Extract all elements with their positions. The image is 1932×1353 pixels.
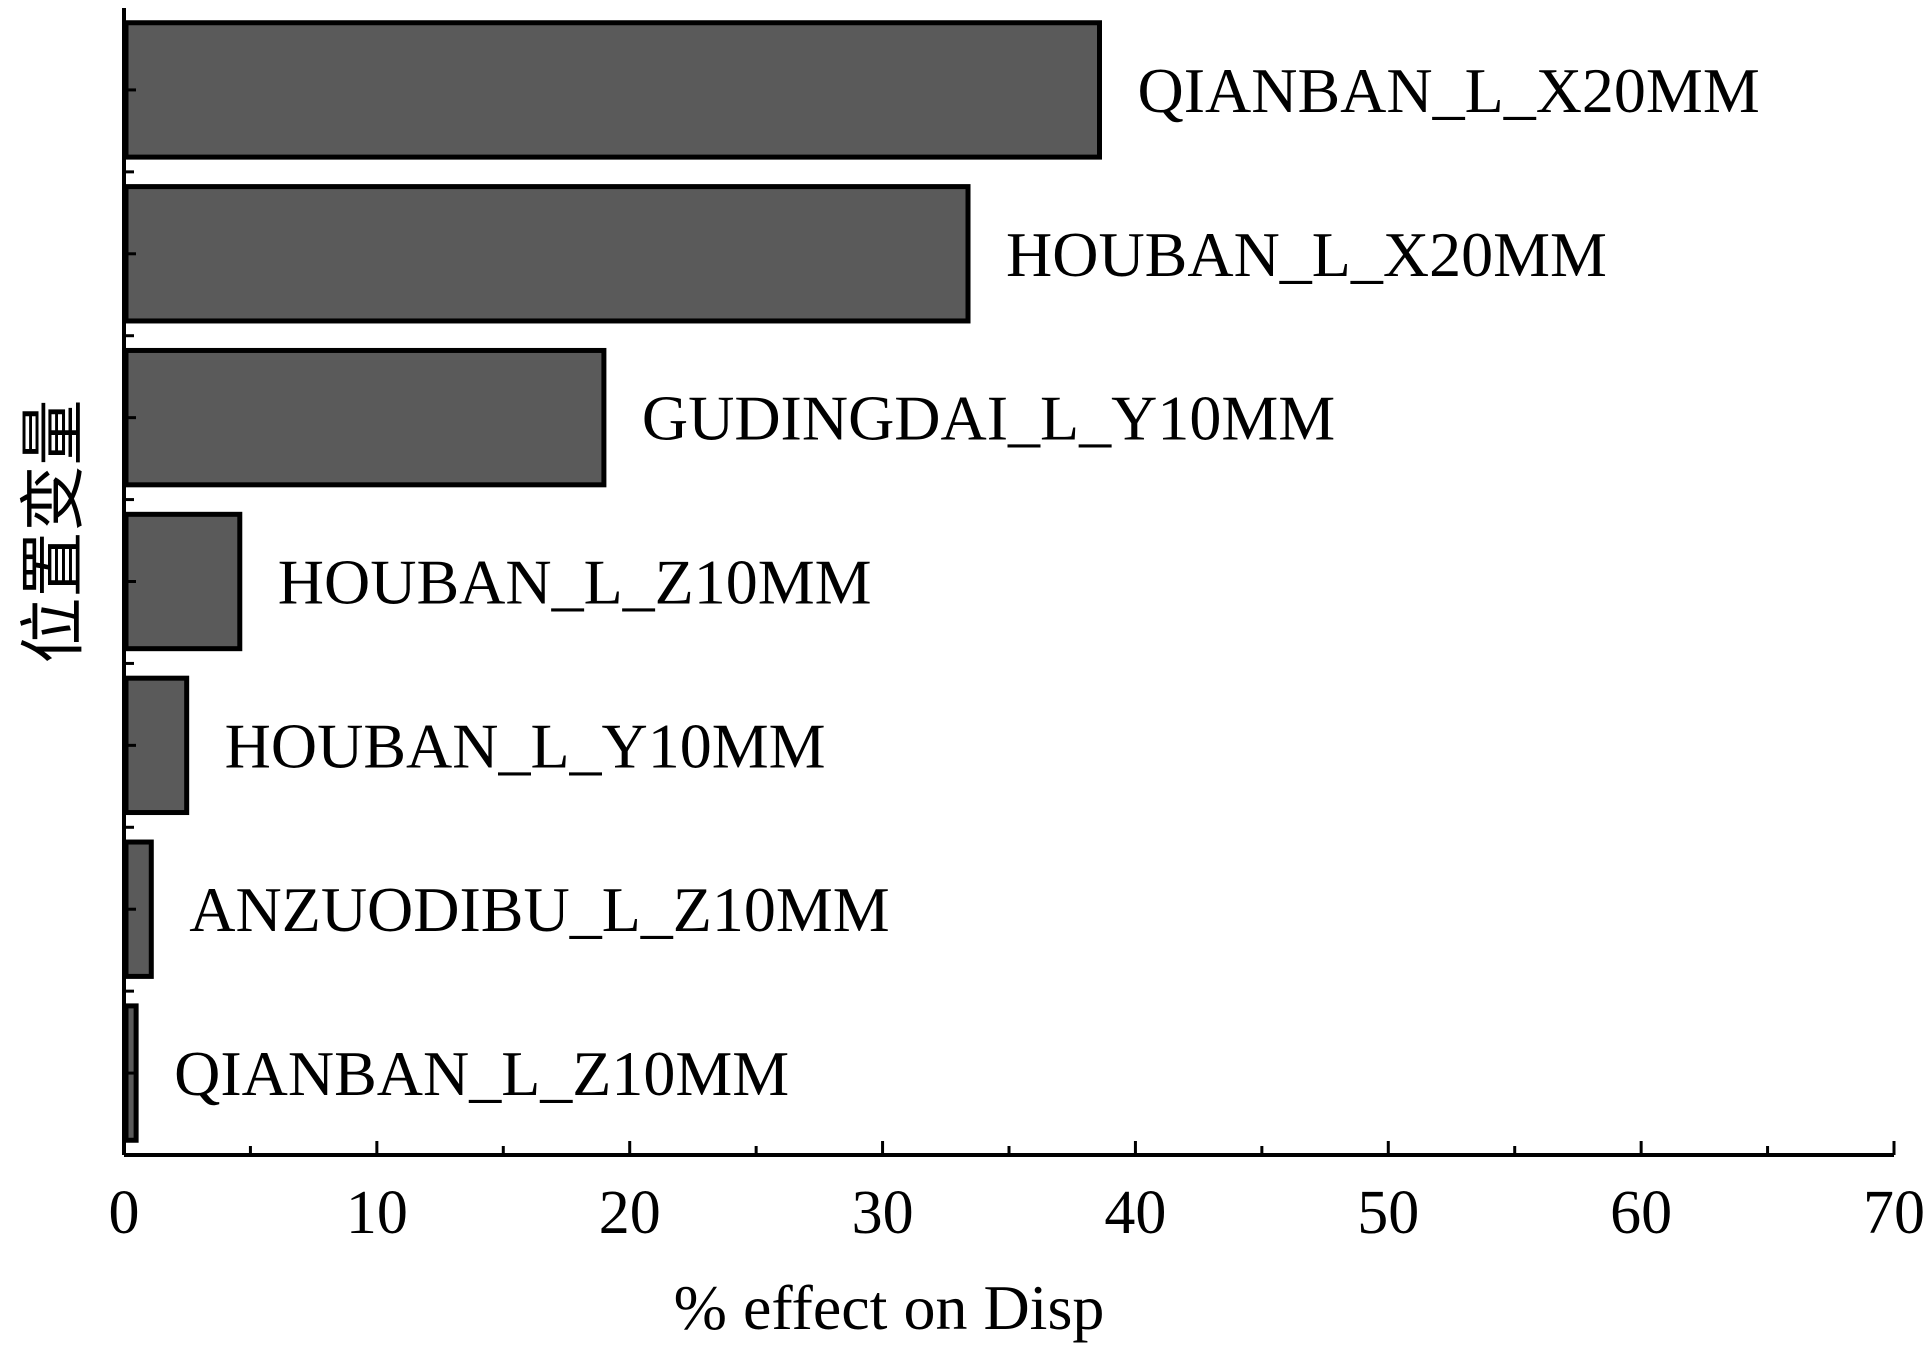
bar-houban-l-x20mm [123, 184, 971, 324]
bar-label-houban-l-y10mm: HOUBAN_L_Y10MM [225, 710, 826, 781]
bar-label-qianban-l-z10mm: QIANBAN_L_Z10MM [174, 1038, 789, 1109]
y-ticks-group [122, 88, 136, 1075]
bar-qianban-l-x20mm [123, 20, 1102, 160]
x-tick-label: 70 [1863, 1179, 1925, 1247]
bar-gudingdai-l-y10mm [123, 347, 607, 488]
bars-group [123, 20, 1102, 1143]
x-tick-label: 0 [109, 1179, 140, 1247]
bar-labels-group: QIANBAN_L_X20MM HOUBAN_L_X20MM GUDINGDAI_L… [174, 55, 1760, 1109]
x-axis-label: % effect on Disp [674, 1272, 1105, 1343]
bar-label-anzuodibu-l-z10mm: ANZUODIBU_L_Z10MM [189, 874, 889, 945]
x-tick-labels-group: 0 10 20 30 40 50 60 70 [109, 1179, 1926, 1247]
bar-label-qianban-l-x20mm: QIANBAN_L_X20MM [1138, 55, 1760, 126]
x-tick-label: 30 [852, 1179, 914, 1247]
x-tick-label: 50 [1357, 1179, 1419, 1247]
bar-label-houban-l-x20mm: HOUBAN_L_X20MM [1006, 219, 1607, 290]
x-tick-label: 10 [346, 1179, 408, 1247]
x-ticks-group [122, 1141, 1896, 1155]
bar-houban-l-y10mm [123, 675, 190, 816]
bar-label-gudingdai-l-y10mm: GUDINGDAI_L_Y10MM [642, 383, 1335, 454]
bar-houban-l-z10mm [123, 511, 243, 652]
y-axis-label: 位置变量 [15, 400, 92, 664]
x-tick-label: 60 [1610, 1179, 1672, 1247]
x-tick-label: 20 [599, 1179, 661, 1247]
x-tick-label: 40 [1104, 1179, 1166, 1247]
bar-label-houban-l-z10mm: HOUBAN_L_Z10MM [278, 547, 872, 618]
